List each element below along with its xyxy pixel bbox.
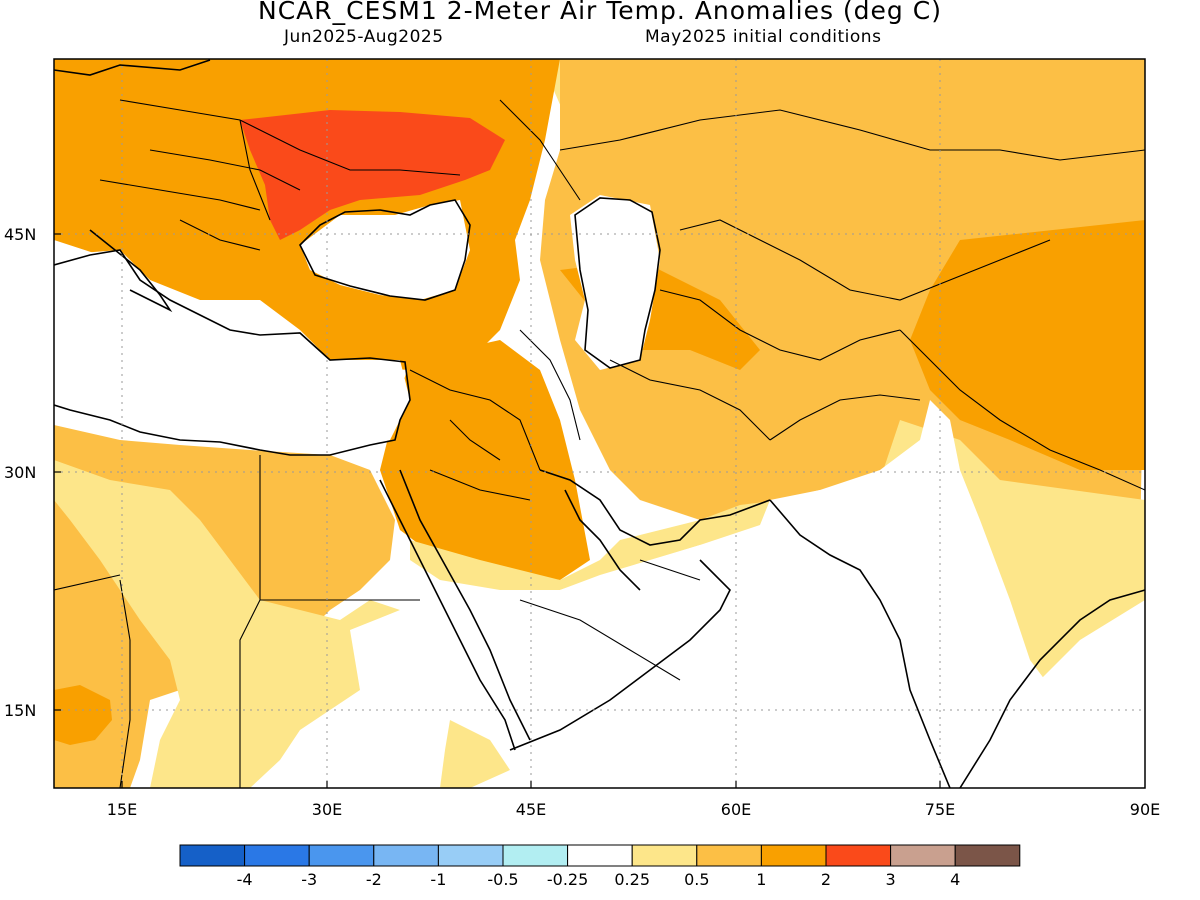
lon-label-90e: 90E <box>1130 800 1160 819</box>
forecast-period: Jun2025-Aug2025 <box>284 27 444 47</box>
india-mask <box>430 400 1060 788</box>
colorbar-label: 4 <box>950 870 960 889</box>
anomaly-region-sahel-yellow <box>54 460 420 788</box>
lon-label-15e: 15E <box>107 800 137 819</box>
border-arabia <box>429 469 701 681</box>
country-borders <box>54 99 1145 788</box>
colorbar-swatch <box>631 844 698 867</box>
lon-label-75e: 75E <box>925 800 955 819</box>
lon-label-30e: 30E <box>312 800 342 819</box>
coastline-red-sea <box>379 469 531 751</box>
caspian-sea-mask <box>570 195 660 370</box>
initial-conditions: May2025 initial conditions <box>645 27 882 47</box>
colorbar-swatch <box>825 844 892 867</box>
coastline-arabia-south <box>509 559 731 751</box>
east-africa-mask <box>280 610 450 788</box>
axis-ticks <box>54 233 941 788</box>
anomaly-region-chad-orange <box>54 685 112 745</box>
lat-label-15n: 15N <box>4 701 36 720</box>
colorbar-label: -0.5 <box>487 870 518 889</box>
anomaly-region-yemen-yellow <box>440 720 510 788</box>
anomaly-region-eastern-europe-red <box>240 110 505 240</box>
colorbar-label: -1 <box>430 870 446 889</box>
colorbar-swatch <box>502 844 569 867</box>
coastline-black-sea <box>299 199 471 301</box>
lon-label-45e: 45E <box>516 800 546 819</box>
border-central-asia <box>659 219 1051 361</box>
anomaly-region-tibet-orange <box>910 220 1145 470</box>
colorbar-label: 0.25 <box>614 870 650 889</box>
map-title: NCAR_CESM1 2-Meter Air Temp. Anomalies (… <box>258 0 942 25</box>
anomaly-fields <box>54 59 1145 788</box>
colorbar-label: 2 <box>821 870 831 889</box>
black-sea-mask <box>300 200 470 300</box>
colorbar-swatch <box>954 844 1021 867</box>
colorbar-swatch <box>696 844 762 867</box>
coastline-mediterranean <box>54 249 411 456</box>
coastline-persian-gulf <box>539 469 771 591</box>
colorbar-label: 3 <box>886 870 896 889</box>
colorbar-label: -4 <box>237 870 253 889</box>
coastline-europe-north <box>54 59 211 76</box>
border-middle-east <box>409 329 771 471</box>
colorbar-label: -3 <box>301 870 317 889</box>
coastline-india <box>769 499 1145 788</box>
coastline-caspian <box>574 197 661 369</box>
coastline-italy <box>89 229 173 313</box>
coastlines <box>54 59 1145 788</box>
lon-label-60e: 60E <box>721 800 751 819</box>
border-south-asia <box>769 329 1145 491</box>
border-russia-kazakh <box>499 99 1145 201</box>
colorbar-swatch <box>244 844 310 867</box>
mediterranean-mask <box>54 250 410 455</box>
border-africa <box>54 455 420 788</box>
colorbar-label: -2 <box>366 870 382 889</box>
colorbar-swatch <box>308 844 375 867</box>
colorbar-swatch <box>890 844 956 867</box>
colorbar-swatch <box>567 844 633 867</box>
border-europe <box>99 99 461 251</box>
map-frame <box>53 58 1146 789</box>
anomaly-region-middle-east-orange <box>380 340 590 580</box>
lat-label-30n: 30N <box>4 463 36 482</box>
colorbar-swatch <box>437 844 504 867</box>
colorbar-label: 0.5 <box>684 870 709 889</box>
colorbar: -4 -3 -2 -1 -0.5 -0.25 0.25 0.5 1 2 3 4 <box>179 844 1021 889</box>
colorbar-swatch <box>760 844 827 867</box>
colorbar-label: -0.25 <box>547 870 588 889</box>
colorbar-swatch <box>373 844 439 867</box>
lat-label-45n: 45N <box>4 225 36 244</box>
gridlines <box>54 59 1145 788</box>
colorbar-label: 1 <box>756 870 766 889</box>
colorbar-swatch <box>179 844 246 867</box>
anomaly-region-arabia-yellow <box>410 500 790 590</box>
